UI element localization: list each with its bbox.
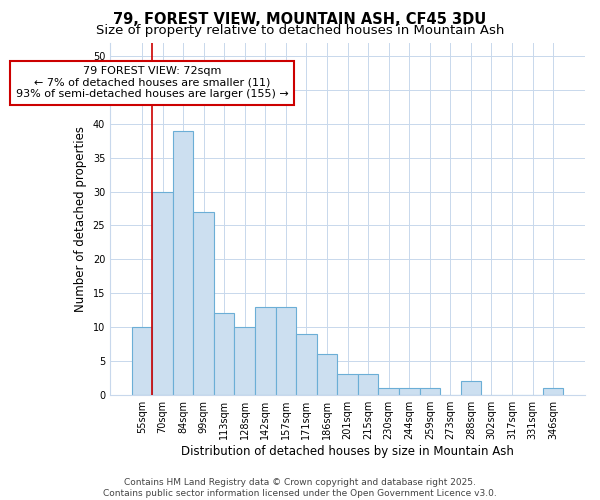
Bar: [214, 314, 235, 394]
Y-axis label: Number of detached properties: Number of detached properties: [74, 126, 87, 312]
Text: Size of property relative to detached houses in Mountain Ash: Size of property relative to detached ho…: [96, 24, 504, 37]
Bar: [543, 388, 563, 394]
Bar: [255, 306, 275, 394]
Text: 79, FOREST VIEW, MOUNTAIN ASH, CF45 3DU: 79, FOREST VIEW, MOUNTAIN ASH, CF45 3DU: [113, 12, 487, 28]
Bar: [152, 192, 173, 394]
Text: Contains HM Land Registry data © Crown copyright and database right 2025.
Contai: Contains HM Land Registry data © Crown c…: [103, 478, 497, 498]
Bar: [173, 130, 193, 394]
Bar: [131, 327, 152, 394]
Bar: [275, 306, 296, 394]
Bar: [379, 388, 399, 394]
Bar: [235, 327, 255, 394]
Bar: [337, 374, 358, 394]
Text: 79 FOREST VIEW: 72sqm
← 7% of detached houses are smaller (11)
93% of semi-detac: 79 FOREST VIEW: 72sqm ← 7% of detached h…: [16, 66, 289, 100]
Bar: [419, 388, 440, 394]
Bar: [399, 388, 419, 394]
Bar: [193, 212, 214, 394]
Bar: [317, 354, 337, 395]
Bar: [296, 334, 317, 394]
X-axis label: Distribution of detached houses by size in Mountain Ash: Distribution of detached houses by size …: [181, 444, 514, 458]
Bar: [461, 381, 481, 394]
Bar: [358, 374, 379, 394]
